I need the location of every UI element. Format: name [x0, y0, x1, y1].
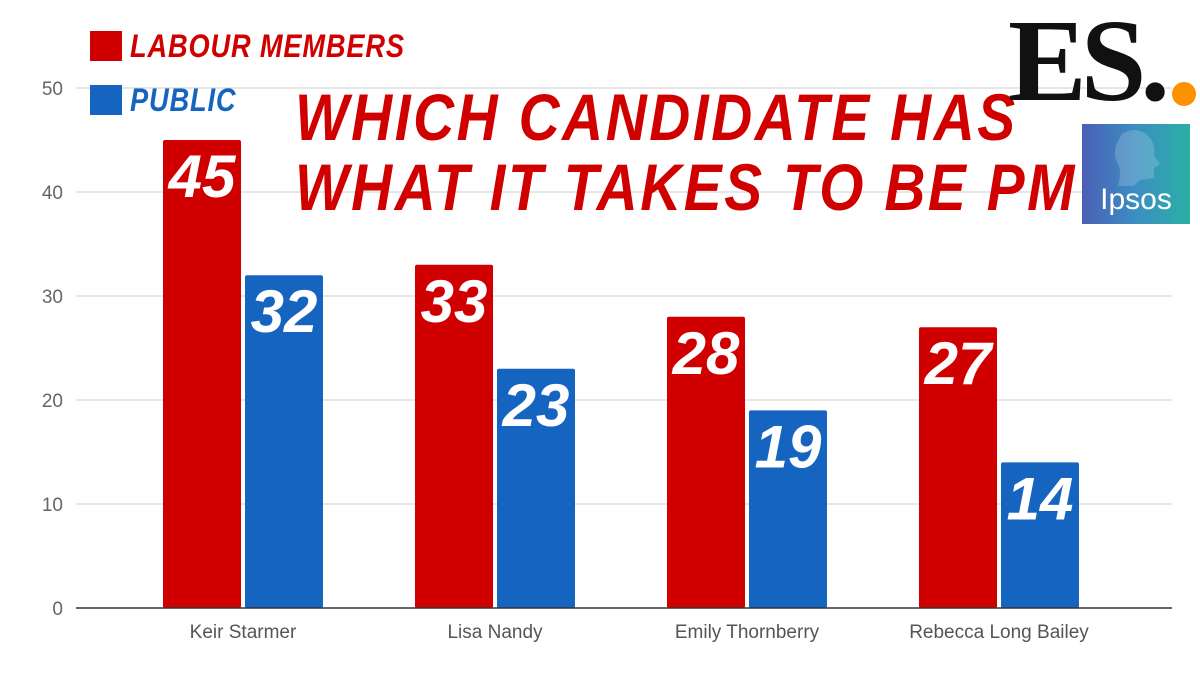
y-tick-label-50: 50	[42, 79, 63, 100]
legend: LABOUR MEMBERS PUBLIC	[90, 28, 453, 118]
y-axis: 0 10 20 30 40 50	[42, 79, 63, 620]
y-tick-label-0: 0	[52, 599, 63, 620]
data-label-labour-members-emily-thornberry: 28	[672, 320, 740, 387]
es-logo-orange-dot	[1172, 82, 1196, 106]
x-tick-label-emily-thornberry: Emily Thornberry	[675, 622, 820, 643]
data-label-public-lisa-nandy: 23	[502, 372, 570, 439]
x-tick-label-keir-starmer: Keir Starmer	[190, 622, 297, 643]
y-tick-label-40: 40	[42, 183, 63, 204]
bar-public-lisa-nandy	[497, 368, 575, 608]
x-axis: Keir Starmer Lisa Nandy Emily Thornberry Re…	[76, 607, 1172, 643]
y-tick-label-10: 10	[42, 495, 63, 516]
y-tick-label-20: 20	[42, 391, 63, 412]
data-label-public-keir-starmer: 32	[251, 278, 318, 345]
x-tick-label-lisa-nandy: Lisa Nandy	[447, 622, 543, 643]
data-label-labour-members-rebecca-long-bailey: 27	[924, 330, 994, 397]
legend-swatch-public	[90, 85, 122, 115]
chart-title-line-2: WHAT IT TAKES TO BE PM?	[295, 150, 1115, 224]
y-tick-label-30: 30	[42, 287, 63, 308]
es-logo: ES.	[1008, 0, 1170, 126]
data-label-labour-members-keir-starmer: 45	[168, 143, 237, 210]
legend-item-public: PUBLIC	[90, 82, 453, 118]
legend-swatch-labour-members	[90, 31, 122, 61]
bar-public-emily-thornberry	[749, 410, 827, 608]
data-label-public-rebecca-long-bailey: 14	[1007, 465, 1074, 532]
bar-public-keir-starmer	[245, 275, 323, 608]
ipsos-wordmark: Ipsos	[1100, 183, 1172, 216]
bar-labour-members-emily-thornberry	[667, 316, 745, 608]
data-label-labour-members-lisa-nandy: 33	[421, 268, 488, 335]
x-tick-label-rebecca-long-bailey: Rebecca Long Bailey	[909, 622, 1089, 643]
chart-title: WHICH CANDIDATE HAS WHAT IT TAKES TO BE …	[295, 82, 1114, 222]
data-label-public-emily-thornberry: 19	[755, 413, 822, 480]
ipsos-silhouette-icon	[1114, 130, 1160, 186]
bar-labour-members-keir-starmer	[163, 140, 241, 608]
bar-labour-members-lisa-nandy	[415, 264, 493, 608]
legend-label-public: PUBLIC	[130, 81, 237, 118]
bar-labour-members-rebecca-long-bailey	[919, 327, 997, 608]
chart-title-line-1: WHICH CANDIDATE HAS	[295, 80, 1018, 154]
legend-label-labour-members: LABOUR MEMBERS	[130, 27, 405, 64]
ipsos-logo: Ipsos	[1082, 124, 1190, 224]
legend-item-labour-members: LABOUR MEMBERS	[90, 28, 453, 64]
bar-public-rebecca-long-bailey	[1001, 462, 1079, 608]
